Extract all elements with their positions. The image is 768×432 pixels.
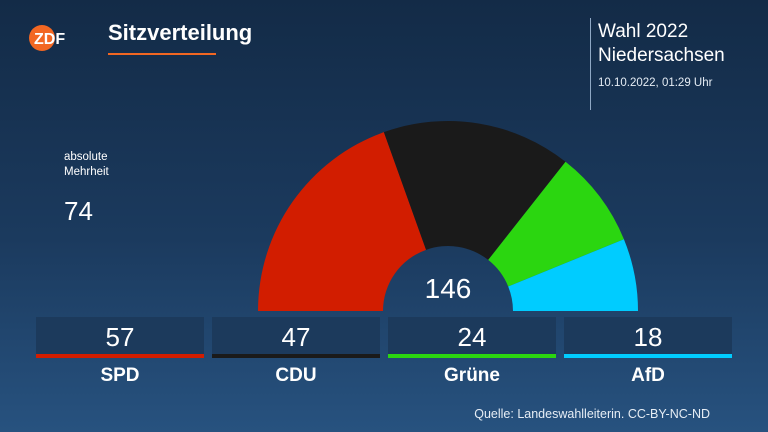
slice-afd xyxy=(508,239,638,311)
seat-box-afd: 18 xyxy=(564,317,732,358)
color-bar-afd xyxy=(564,354,732,358)
seat-count-cdu: 47 xyxy=(281,322,311,352)
zdf-logo-text: ZDF xyxy=(34,31,65,48)
seat-box-gruene: 24 xyxy=(388,317,556,358)
color-bar-gruene xyxy=(388,354,556,358)
seat-count-gruene: 24 xyxy=(457,322,487,352)
election-name: Wahl 2022 Niedersachsen xyxy=(598,20,725,68)
title-underline xyxy=(108,53,216,55)
party-label-spd: SPD xyxy=(100,365,140,386)
election-line-1: Wahl 2022 xyxy=(598,21,689,42)
slice-spd xyxy=(258,132,427,311)
seat-box-cdu: 47 xyxy=(212,317,380,358)
source-note: Quelle: Landeswahlleiterin. CC-BY-NC-ND xyxy=(474,407,710,421)
seat-count-afd: 18 xyxy=(633,322,663,352)
majority-label: absolute Mehrheit xyxy=(64,151,109,178)
slice-cdu xyxy=(383,121,566,260)
zdf-logo: ZDF xyxy=(28,24,84,52)
election-line-2: Niedersachsen xyxy=(598,45,725,66)
seat-count-spd: 57 xyxy=(105,322,135,352)
page-title: Sitzverteilung xyxy=(108,20,253,45)
total-seats: 146 xyxy=(424,273,472,304)
slice-gruene xyxy=(488,161,624,287)
party-label-cdu: CDU xyxy=(275,365,317,386)
color-bar-spd xyxy=(36,354,204,358)
party-label-afd: AfD xyxy=(631,365,665,386)
party-label-gruene: Grüne xyxy=(444,365,500,386)
color-bar-cdu xyxy=(212,354,380,358)
header-divider xyxy=(590,18,591,110)
seat-box-spd: 57 xyxy=(36,317,204,358)
majority-value: 74 xyxy=(64,196,93,226)
timestamp: 10.10.2022, 01:29 Uhr xyxy=(598,77,713,89)
